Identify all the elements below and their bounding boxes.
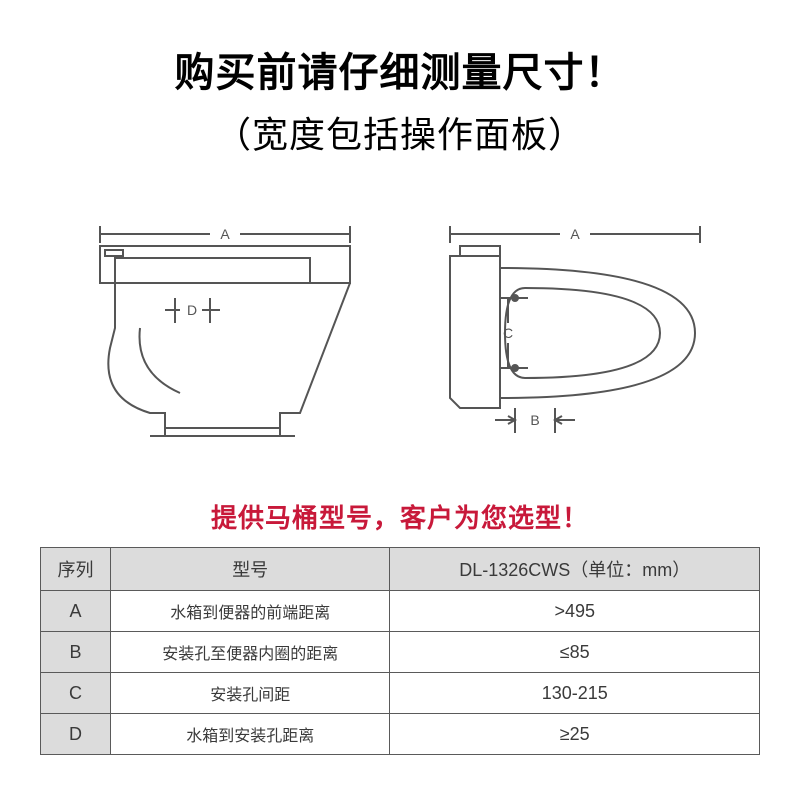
dim-label-a2: A xyxy=(570,226,580,242)
red-notice: 提供马桶型号，客户为您选型！ xyxy=(211,498,589,535)
header-value: DL-1326CWS（单位：mm） xyxy=(390,548,760,591)
cell-seq: A xyxy=(41,591,111,632)
cell-val: 130-215 xyxy=(390,673,760,714)
table-row: D 水箱到安装孔距离 ≥25 xyxy=(41,714,760,755)
table-row: C 安装孔间距 130-215 xyxy=(41,673,760,714)
table-row: A 水箱到便器的前端距离 >495 xyxy=(41,591,760,632)
header-seq: 序列 xyxy=(41,548,111,591)
page-title: 购买前请仔细测量尺寸！ xyxy=(175,40,626,98)
page-subtitle: （宽度包括操作面板） xyxy=(215,106,585,158)
cell-seq: D xyxy=(41,714,111,755)
cell-desc: 水箱到安装孔距离 xyxy=(110,714,390,755)
toilet-side-diagram: A D xyxy=(80,198,370,458)
cell-desc: 安装孔至便器内圈的距离 xyxy=(110,632,390,673)
cell-val: ≥25 xyxy=(390,714,760,755)
cell-val: >495 xyxy=(390,591,760,632)
diagram-row: A D xyxy=(80,198,720,458)
dim-label-a: A xyxy=(220,226,230,242)
header-model: 型号 xyxy=(110,548,390,591)
dim-label-b: B xyxy=(530,412,539,428)
table-row: B 安装孔至便器内圈的距离 ≤85 xyxy=(41,632,760,673)
cell-desc: 安装孔间距 xyxy=(110,673,390,714)
cell-val: ≤85 xyxy=(390,632,760,673)
cell-desc: 水箱到便器的前端距离 xyxy=(110,591,390,632)
cell-seq: C xyxy=(41,673,111,714)
cell-seq: B xyxy=(41,632,111,673)
dim-label-d: D xyxy=(187,302,197,318)
table-header-row: 序列 型号 DL-1326CWS（单位：mm） xyxy=(41,548,760,591)
toilet-top-diagram: A C xyxy=(430,198,720,458)
dimension-table: 序列 型号 DL-1326CWS（单位：mm） A 水箱到便器的前端距离 >49… xyxy=(40,547,760,755)
dim-label-c: C xyxy=(503,325,513,341)
